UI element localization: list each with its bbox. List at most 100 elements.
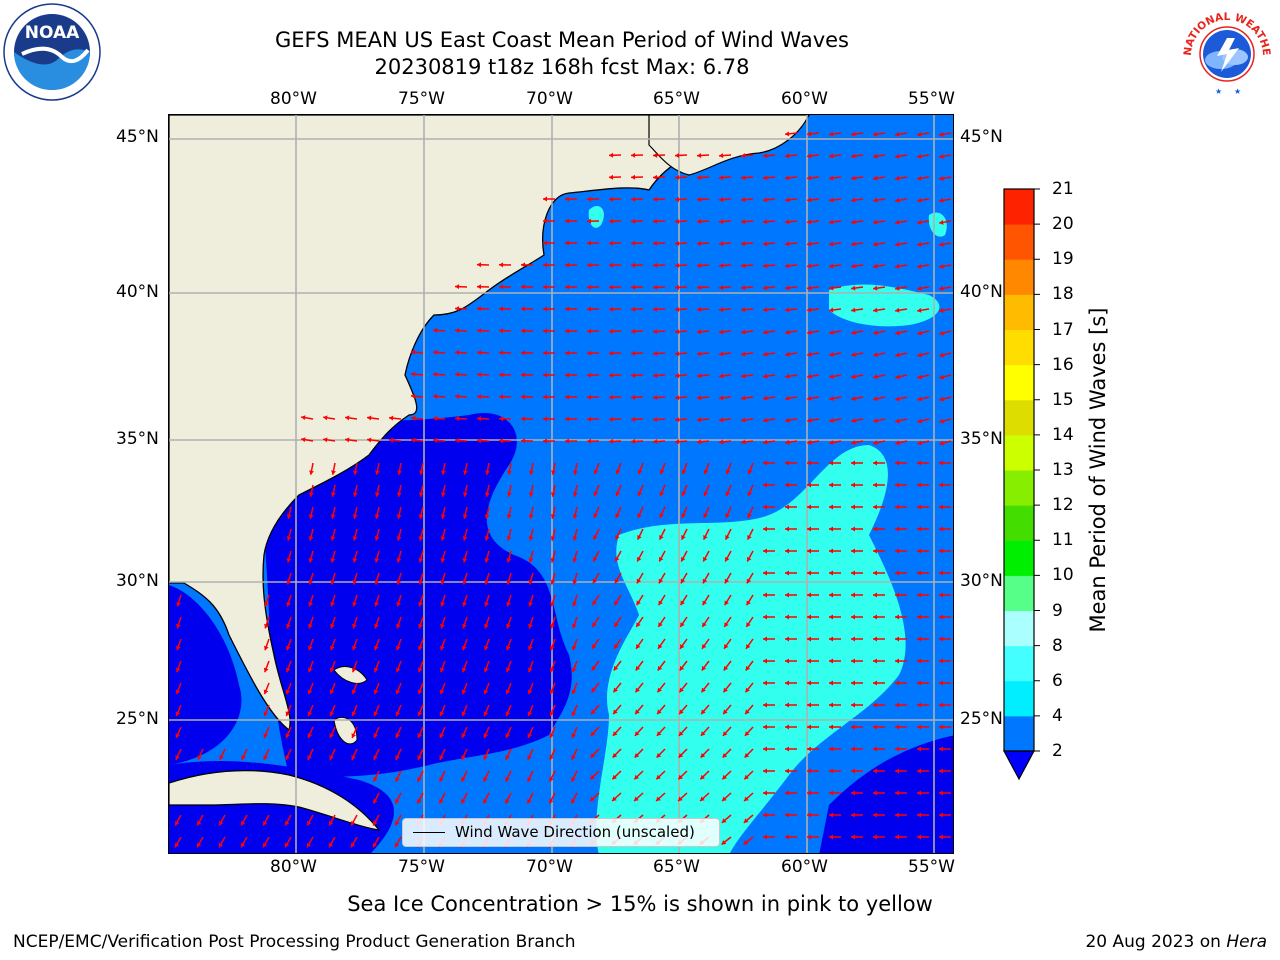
wave-arrow [785, 724, 797, 730]
wave-arrow-head [851, 614, 855, 620]
wave-arrow-head [543, 328, 548, 334]
wave-arrow-head [873, 746, 877, 752]
wave-arrow [564, 438, 578, 444]
wave-arrow [917, 526, 929, 532]
wave-arrow-head [455, 284, 460, 290]
wave-arrow [263, 660, 270, 673]
wave-arrow-head [571, 667, 577, 673]
wave-arrow [658, 528, 666, 541]
wave-arrow [828, 241, 842, 247]
wave-arrow [917, 592, 929, 598]
wave-arrow [674, 351, 688, 357]
wave-arrow [440, 528, 446, 541]
wave-arrow-head [636, 578, 642, 584]
wave-arrow [330, 616, 336, 629]
wave-arrow-head [763, 636, 767, 642]
wave-arrow-head [763, 439, 768, 445]
wave-arrow-head [719, 197, 724, 203]
wave-arrow-head [485, 470, 490, 475]
wave-arrow [851, 307, 864, 313]
wave-arrow-head [396, 579, 402, 585]
wave-arrow-head [565, 240, 570, 246]
wave-arrow [498, 394, 512, 400]
wave-arrow [571, 770, 578, 783]
wave-arrow [505, 682, 512, 695]
wave-arrow [593, 462, 600, 475]
wave-arrow-head [631, 152, 636, 158]
wave-arrow [674, 395, 688, 401]
wave-arrow [873, 724, 885, 730]
wave-arrow [572, 506, 578, 519]
wave-arrow [307, 660, 314, 673]
wave-arrow [696, 417, 710, 423]
wave-arrow [410, 437, 424, 443]
wave-arrow-head [763, 241, 768, 247]
colorbar-segment [1004, 399, 1034, 436]
wave-arrow-head [746, 600, 751, 606]
wave-arrow [784, 263, 798, 269]
wave-arrow-head [285, 755, 290, 760]
wave-arrow-head [679, 709, 684, 715]
wave-arrow-head [939, 175, 944, 181]
wave-arrow [851, 131, 864, 137]
wave-arrow-head [719, 373, 724, 379]
wave-arrow [432, 327, 446, 333]
wave-arrow-head [680, 556, 686, 562]
wave-arrow [286, 572, 292, 585]
wave-arrow-head [807, 131, 812, 137]
wave-arrow-head [785, 351, 790, 357]
wave-arrow-head [741, 219, 746, 225]
wave-arrow [828, 263, 842, 269]
wave-arrow [372, 836, 380, 848]
wave-arrow [505, 704, 512, 717]
wave-arrow [652, 329, 666, 335]
wave-arrow-head [939, 636, 943, 642]
wave-arrow-head [417, 689, 423, 695]
wave-arrow [829, 526, 841, 532]
wave-arrow-head [724, 578, 730, 584]
wave-arrow [591, 616, 600, 628]
wave-arrow [785, 746, 797, 752]
wave-arrow [439, 726, 446, 739]
lat-label-right-25n: 25°N [960, 709, 1003, 729]
wave-arrow-head [939, 352, 944, 358]
wave-arrow [917, 680, 929, 686]
wave-arrow [829, 768, 841, 774]
wave-arrow-head [851, 504, 855, 510]
wave-arrow-head [807, 482, 811, 488]
wave-arrow [807, 768, 819, 774]
wave-arrow-head [572, 514, 578, 519]
wave-arrow [591, 638, 600, 650]
wave-arrow-head [484, 536, 490, 541]
wave-arrow-head [785, 658, 789, 664]
wave-arrow [652, 240, 666, 246]
wave-arrow [635, 616, 644, 628]
wave-arrow [462, 528, 468, 541]
wave-arrow-head [719, 153, 724, 159]
lon-label-top-55w: 55°W [908, 89, 955, 109]
wave-arrow [829, 330, 842, 335]
wave-arrow-head [701, 665, 707, 671]
wave-arrow-head [895, 812, 899, 818]
wave-arrow-head [635, 709, 640, 715]
wave-arrow-head [873, 614, 877, 620]
wave-arrow-head [615, 535, 620, 540]
wave-arrow-head [549, 667, 555, 673]
wave-arrow [763, 834, 775, 840]
wave-arrow [440, 616, 446, 629]
wave-arrow-head [353, 470, 358, 475]
wave-arrow-head [175, 711, 181, 717]
wave-arrow-head [499, 372, 504, 378]
wave-arrow [240, 836, 248, 848]
wave-arrow [939, 241, 952, 247]
wave-arrow [549, 748, 556, 761]
wave-arrow [432, 415, 446, 421]
wave-arrow [614, 528, 622, 541]
wave-arrow [939, 636, 951, 642]
wave-arrow [542, 394, 556, 400]
wave-arrow-head [939, 396, 944, 402]
wave-arrow [572, 484, 578, 497]
wave-arrow [895, 307, 908, 313]
wave-arrow [696, 307, 710, 313]
wave-arrow [763, 636, 775, 642]
